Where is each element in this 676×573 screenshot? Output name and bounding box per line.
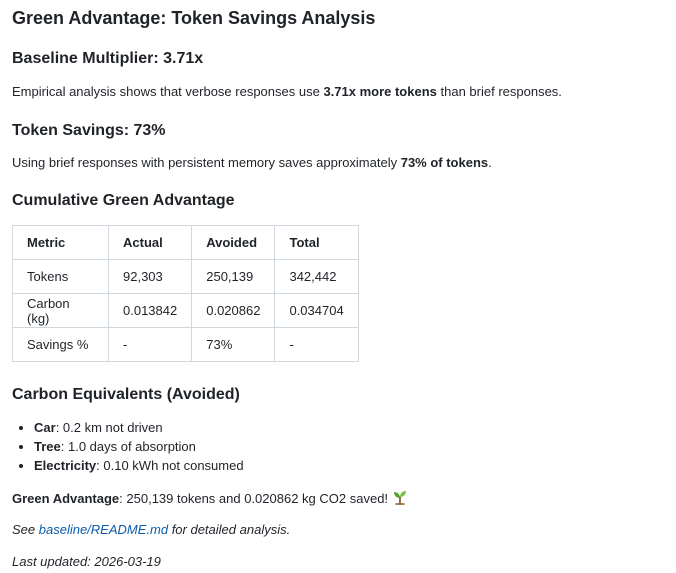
column-header-avoided: Avoided	[191, 225, 276, 260]
savings-text-before: Using brief responses with persistent me…	[12, 155, 401, 170]
list-item: Car: 0.2 km not driven	[34, 418, 244, 437]
see-also-paragraph: See baseline/README.md for detailed anal…	[12, 521, 290, 539]
list-item-label: Car	[34, 420, 56, 435]
carbon-equivalents-list: Car: 0.2 km not driven Tree: 1.0 days of…	[12, 418, 244, 475]
baseline-text-before: Empirical analysis shows that verbose re…	[12, 84, 324, 99]
savings-paragraph: Using brief responses with persistent me…	[12, 154, 492, 172]
cumulative-heading: Cumulative Green Advantage	[12, 192, 235, 209]
last-updated-text: Last updated: 2026-03-19	[12, 554, 161, 569]
list-item: Electricity: 0.10 kWh not consumed	[34, 456, 244, 475]
column-header-actual: Actual	[107, 225, 193, 260]
table-cell: 0.013842	[107, 293, 193, 328]
table-cell: 342,442	[274, 259, 359, 294]
page-title: Green Advantage: Token Savings Analysis	[12, 8, 376, 28]
last-updated: Last updated: 2026-03-19	[12, 553, 161, 571]
baseline-paragraph: Empirical analysis shows that verbose re…	[12, 83, 562, 101]
savings-text-bold: 73% of tokens	[400, 155, 489, 170]
table-header-row: Metric Actual Avoided Total	[12, 225, 359, 260]
column-header-total: Total	[274, 225, 359, 260]
table-cell: 0.034704	[274, 293, 359, 328]
list-item-text: : 0.2 km not driven	[55, 420, 163, 435]
table-cell: Savings %	[12, 327, 109, 362]
see-also-after: for detailed analysis.	[168, 522, 291, 537]
baseline-text-bold: 3.71x more tokens	[323, 84, 437, 99]
carbon-equivalents-heading: Carbon Equivalents (Avoided)	[12, 386, 240, 403]
column-header-metric: Metric	[12, 225, 109, 260]
list-item-label: Electricity	[34, 458, 97, 473]
table-row: Tokens 92,303 250,139 342,442	[12, 259, 359, 294]
table-cell: Tokens	[12, 259, 109, 294]
table-cell: -	[107, 327, 193, 362]
cumulative-table: Metric Actual Avoided Total Tokens 92,30…	[12, 225, 359, 362]
table-cell: Carbon (kg)	[12, 293, 109, 328]
table-cell: 250,139	[191, 259, 276, 294]
table-row: Savings % - 73% -	[12, 327, 359, 362]
table-cell: -	[274, 327, 359, 362]
green-advantage-paragraph: Green Advantage: 250,139 tokens and 0.02…	[12, 489, 408, 510]
list-item: Tree: 1.0 days of absorption	[34, 437, 244, 456]
table-row: Carbon (kg) 0.013842 0.020862 0.034704	[12, 293, 359, 328]
table-cell: 73%	[191, 327, 276, 362]
readme-link[interactable]: baseline/README.md	[38, 522, 169, 537]
see-also-before: See	[12, 522, 39, 537]
green-advantage-text: : 250,139 tokens and 0.020862 kg CO2 sav…	[119, 491, 389, 506]
green-advantage-label: Green Advantage	[12, 491, 120, 506]
baseline-text-after: than brief responses.	[436, 84, 562, 99]
list-item-text: : 1.0 days of absorption	[60, 439, 196, 454]
table-cell: 0.020862	[191, 293, 276, 328]
list-item-text: : 0.10 kWh not consumed	[96, 458, 244, 473]
seedling-icon	[392, 489, 408, 510]
savings-heading: Token Savings: 73%	[12, 122, 166, 139]
table-cell: 92,303	[107, 259, 193, 294]
list-item-label: Tree	[34, 439, 61, 454]
savings-text-after: .	[488, 155, 492, 170]
baseline-heading: Baseline Multiplier: 3.71x	[12, 50, 204, 67]
